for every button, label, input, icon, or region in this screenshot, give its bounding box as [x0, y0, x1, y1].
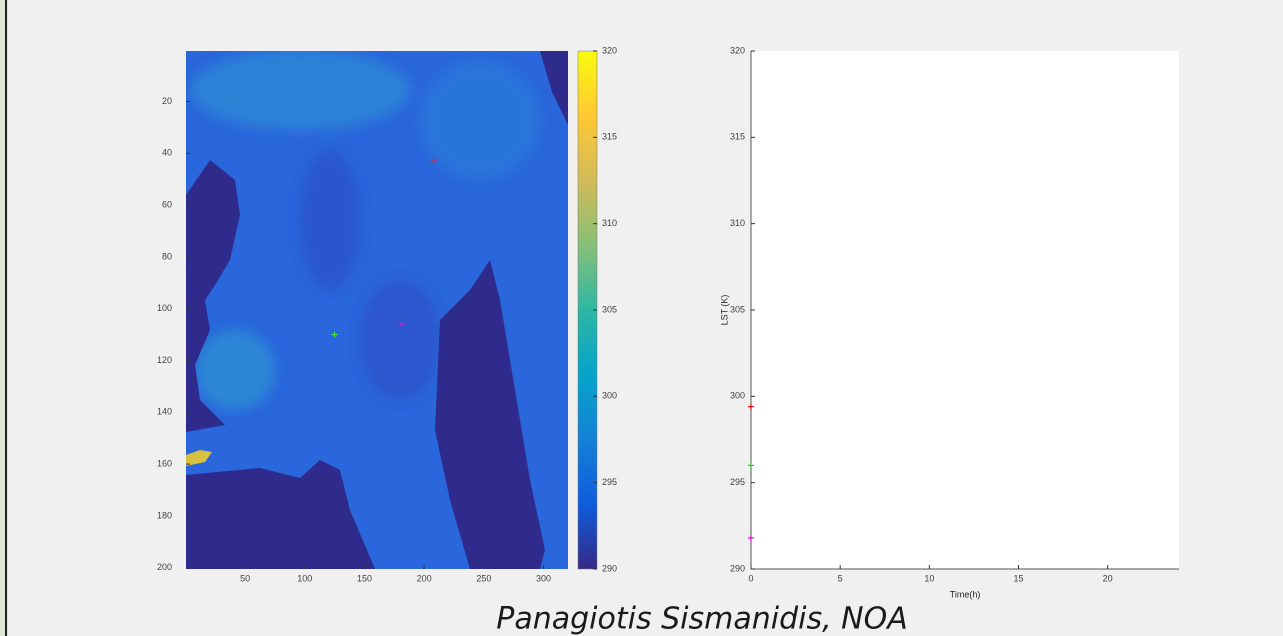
y-tick-label: 160 — [157, 458, 172, 468]
y-tick-label: 295 — [730, 477, 745, 487]
y-tick-label: 60 — [162, 199, 172, 209]
y-tick-label: 310 — [730, 218, 745, 228]
colorbar-tick-label: 315 — [602, 132, 617, 142]
y-axis-label: LST (K) — [719, 295, 729, 326]
x-tick-label: 250 — [476, 573, 491, 583]
y-tick-label: 305 — [730, 304, 745, 314]
marker — [748, 534, 754, 541]
dark-region — [435, 260, 545, 569]
colorbar-tick-label: 290 — [602, 563, 617, 573]
x-axis-label: Time(h) — [950, 589, 981, 599]
colorbar-tick-label: 320 — [602, 45, 617, 55]
marker — [748, 403, 754, 410]
y-tick-label: 40 — [162, 148, 172, 158]
marker — [398, 321, 405, 328]
y-tick-label: 180 — [157, 510, 172, 520]
marker — [331, 331, 338, 338]
y-tick-label: 140 — [157, 407, 172, 417]
marker — [748, 462, 754, 469]
dark-region — [186, 160, 240, 432]
y-tick-label: 300 — [730, 391, 745, 401]
x-tick-label: 10 — [924, 573, 934, 583]
left-edge — [0, 0, 8, 636]
x-tick-label: 200 — [417, 573, 432, 583]
x-tick-label: 20 — [1103, 573, 1113, 583]
y-tick-label: 290 — [730, 563, 745, 573]
x-tick-label: 50 — [240, 573, 250, 583]
x-tick-label: 5 — [838, 573, 843, 583]
colorbar-tick-label: 305 — [602, 304, 617, 314]
y-tick-label: 315 — [730, 132, 745, 142]
hot-spot — [186, 450, 212, 466]
plot-area — [751, 51, 1179, 569]
colorbar-tick-label: 295 — [602, 477, 617, 487]
x-tick-label: 300 — [536, 573, 551, 583]
dark-region — [540, 51, 568, 125]
heatmap — [186, 51, 568, 569]
y-tick-label: 200 — [157, 562, 172, 572]
dark-region — [186, 460, 375, 569]
x-tick-label: 0 — [748, 573, 753, 583]
colorbar-tick-label: 310 — [602, 218, 617, 228]
caption: Panagiotis Sismanidis, NOA — [496, 602, 908, 636]
marker — [430, 158, 437, 165]
colorbar-tick-label: 300 — [602, 391, 617, 401]
x-tick-label: 100 — [297, 573, 312, 583]
y-tick-label: 20 — [162, 96, 172, 106]
y-tick-label: 320 — [730, 45, 745, 55]
x-tick-label: 15 — [1013, 573, 1023, 583]
y-tick-label: 100 — [157, 303, 172, 313]
x-tick-label: 150 — [357, 573, 372, 583]
heatmap-texture — [190, 51, 540, 410]
y-tick-label: 80 — [162, 251, 172, 261]
y-tick-label: 120 — [157, 355, 172, 365]
